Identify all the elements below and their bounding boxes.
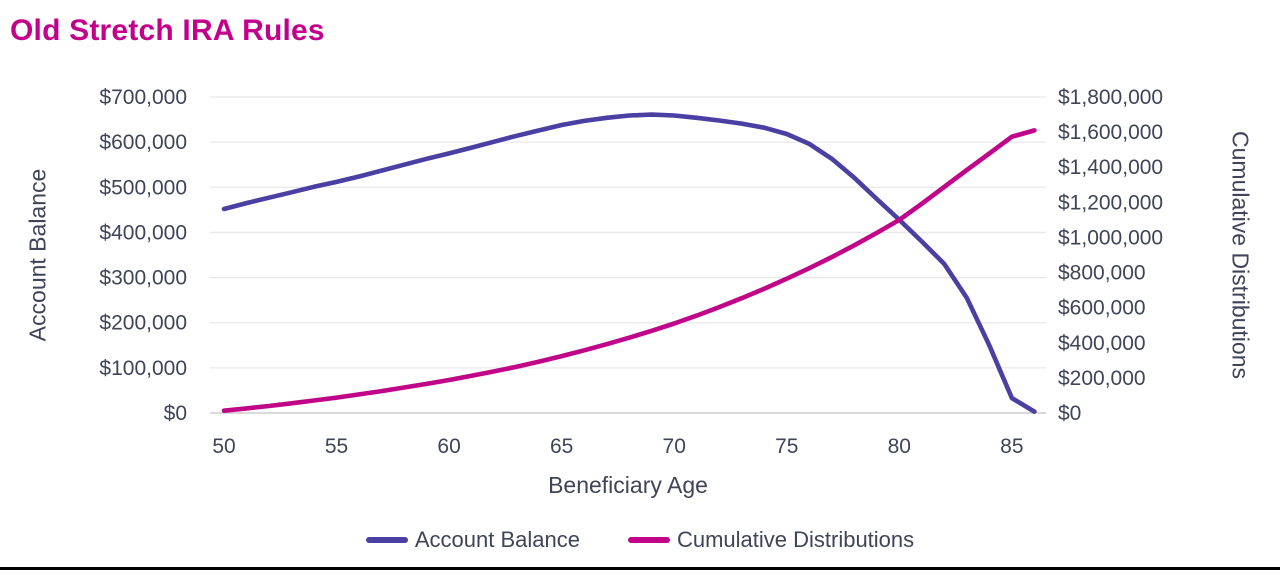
left-axis-tick-label: $300,000 [99,267,187,290]
right-axis-tick-label: $0 [1058,402,1081,425]
x-axis-title: Beneficiary Age [548,472,708,498]
left-axis-tick-label: $700,000 [99,86,187,109]
left-axis-tick-label: $600,000 [99,131,187,154]
legend-item-cumulative-distributions: Cumulative Distributions [627,527,915,553]
right-axis-tick-label: $800,000 [1058,262,1146,285]
x-axis-tick-label: 65 [550,435,573,458]
left-axis-tick-label: $500,000 [99,176,187,199]
x-axis-tick-label: 50 [212,435,235,458]
cumulative-distributions-line-swatch [627,537,670,543]
x-axis-tick-label: 85 [1000,435,1023,458]
left-axis-tick-label: $0 [164,402,187,425]
left-axis-tick-label: $100,000 [99,357,187,380]
right-axis-tick-label: $1,000,000 [1058,226,1163,249]
x-axis-tick-label: 80 [888,435,911,458]
x-axis-tick-label: 70 [663,435,686,458]
account-balance-line-swatch [365,537,408,543]
x-axis-tick-label: 75 [775,435,798,458]
right-axis-tick-label: $1,600,000 [1058,121,1163,144]
right-axis-tick-label: $1,400,000 [1058,156,1163,179]
legend-item-account-balance: Account Balance [365,527,580,553]
page-title: Old Stretch IRA Rules [10,14,325,47]
x-axis-tick-label: 60 [437,435,460,458]
right-axis-tick-label: $1,800,000 [1058,86,1163,109]
left-axis-tick-label: $200,000 [99,312,187,335]
bottom-divider [0,567,1280,570]
legend-label: Account Balance [414,527,580,552]
x-axis-tick-label: 55 [325,435,348,458]
right-axis-tick-label: $1,200,000 [1058,191,1163,214]
right-axis-tick-label: $600,000 [1058,297,1146,320]
right-axis-tick-label: $200,000 [1058,367,1146,390]
right-axis-tick-label: $400,000 [1058,332,1146,355]
chart-plot: $700,000 $600,000 $500,000 $400,000 $300,000… [99,86,1163,458]
chart-legend: Account Balance Cumulative Distributions [0,527,1280,553]
cumulative-distributions-line [221,128,1037,413]
left-axis-tick-label: $400,000 [99,221,187,244]
account-balance-line [221,112,1037,414]
legend-label: Cumulative Distributions [676,527,915,552]
